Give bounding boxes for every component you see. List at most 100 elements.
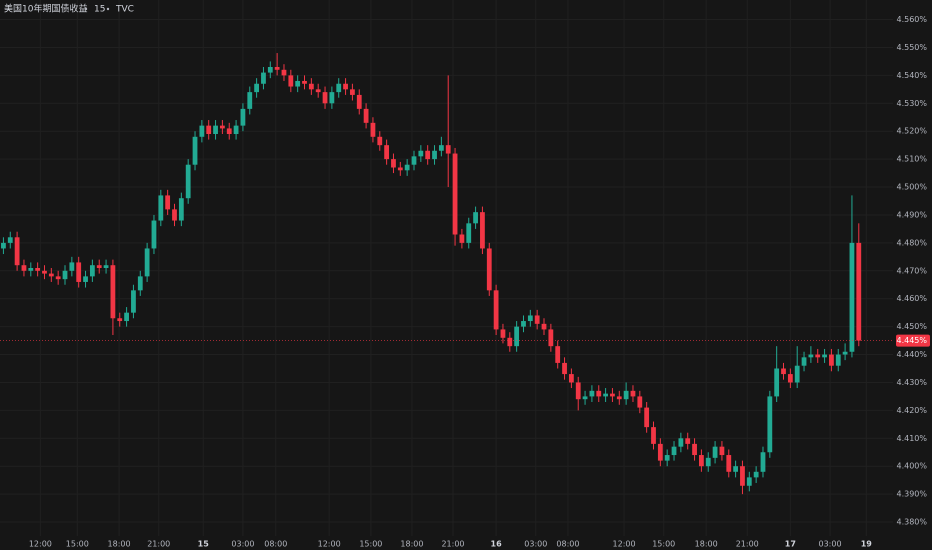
plot-area	[0, 53, 893, 495]
candle-body	[822, 354, 827, 358]
candle-body	[719, 446, 725, 456]
candle-body	[192, 136, 198, 165]
candle-body	[699, 455, 704, 467]
candle-body	[240, 108, 246, 126]
candle-body	[336, 83, 342, 93]
candle-body	[103, 265, 109, 268]
x-tick-label: 03:00	[231, 540, 254, 549]
candle-body	[21, 265, 27, 271]
candle-body	[808, 354, 814, 358]
candle-body	[42, 270, 47, 274]
x-tick-label: 21:00	[736, 540, 759, 549]
candle-body	[493, 290, 499, 330]
candle-body	[657, 443, 663, 461]
interval: 15	[94, 5, 105, 15]
candle-body	[726, 455, 732, 472]
candle-body	[767, 396, 773, 453]
last-price-label: 4.445%	[896, 336, 927, 345]
candle-body	[411, 156, 417, 165]
candle-body	[616, 396, 622, 400]
candle-body	[261, 72, 266, 84]
candle-body	[14, 237, 20, 266]
y-tick-label: 4.530%	[896, 99, 927, 108]
candle-body	[137, 276, 143, 291]
candle-body	[712, 446, 718, 458]
candle-body	[302, 80, 307, 84]
candle-body	[28, 268, 34, 271]
candle-body	[124, 312, 129, 322]
candle-body	[541, 323, 547, 330]
candle-body	[226, 128, 232, 134]
candle-body	[787, 374, 793, 383]
candle-body	[418, 150, 424, 157]
candle-body	[555, 346, 561, 363]
candle-body	[199, 125, 205, 137]
candle-body	[356, 94, 362, 109]
candle-body	[55, 276, 61, 280]
x-tick-label: 08:00	[264, 540, 287, 549]
candle-body	[308, 83, 314, 90]
candle-body	[322, 92, 328, 104]
candle-body	[377, 136, 383, 146]
candle-body	[692, 443, 697, 456]
candle-body	[685, 438, 691, 444]
candle-body	[432, 150, 437, 160]
candle-body	[425, 150, 431, 160]
candle-body	[397, 167, 403, 171]
candle-body	[842, 351, 848, 355]
candle-body	[705, 457, 711, 467]
x-tick-label: 18:00	[695, 540, 718, 549]
candle-body	[343, 83, 348, 90]
candle-body	[172, 209, 177, 221]
y-tick-label: 4.380%	[896, 518, 927, 527]
candle-body	[144, 248, 150, 277]
candle-body	[562, 362, 567, 375]
x-tick-label: 15	[198, 540, 210, 549]
candle-body	[480, 212, 485, 249]
candle-body	[219, 125, 225, 129]
x-tick-label: 12:00	[318, 540, 341, 549]
x-tick-label: 18:00	[108, 540, 131, 549]
y-tick-label: 4.390%	[896, 490, 927, 499]
candle-body	[233, 125, 239, 134]
separator	[84, 7, 88, 11]
candle-body	[7, 237, 13, 243]
candle-body	[507, 337, 513, 347]
x-tick-label: 12:00	[29, 540, 52, 549]
y-tick-label: 4.500%	[896, 183, 927, 192]
candle-body	[267, 67, 273, 73]
x-tick-label: 12:00	[613, 540, 636, 549]
separator	[106, 7, 110, 11]
candle-body	[165, 195, 171, 210]
candle-body	[62, 270, 68, 280]
candle-body	[582, 396, 588, 400]
candle-body	[295, 80, 301, 87]
y-tick-label: 4.420%	[896, 406, 927, 415]
candle-body	[664, 455, 670, 461]
x-tick-label: 03:00	[524, 540, 547, 549]
candle-body	[281, 69, 287, 76]
candle-body	[466, 223, 472, 243]
candle-body	[110, 265, 116, 319]
candle-body	[35, 268, 41, 271]
candle-body	[623, 390, 629, 400]
y-tick-label: 4.510%	[896, 155, 927, 164]
y-tick-label: 4.450%	[896, 322, 927, 331]
candle-body	[350, 89, 355, 95]
candle-body	[849, 242, 855, 352]
candle-body	[404, 164, 410, 171]
chart-title: 美国10年期国债收益	[4, 3, 87, 15]
y-tick-label: 4.400%	[896, 462, 927, 471]
candle-body	[603, 393, 608, 397]
candle-body	[815, 354, 821, 358]
y-tick-label: 4.440%	[896, 350, 927, 359]
x-tick-label: 08:00	[556, 540, 579, 549]
candle-body	[794, 365, 800, 383]
last-price-box	[896, 334, 930, 347]
candle-body	[206, 125, 212, 134]
candle-body	[746, 477, 752, 486]
candle-body	[589, 390, 595, 397]
y-tick-label: 4.520%	[896, 127, 927, 136]
